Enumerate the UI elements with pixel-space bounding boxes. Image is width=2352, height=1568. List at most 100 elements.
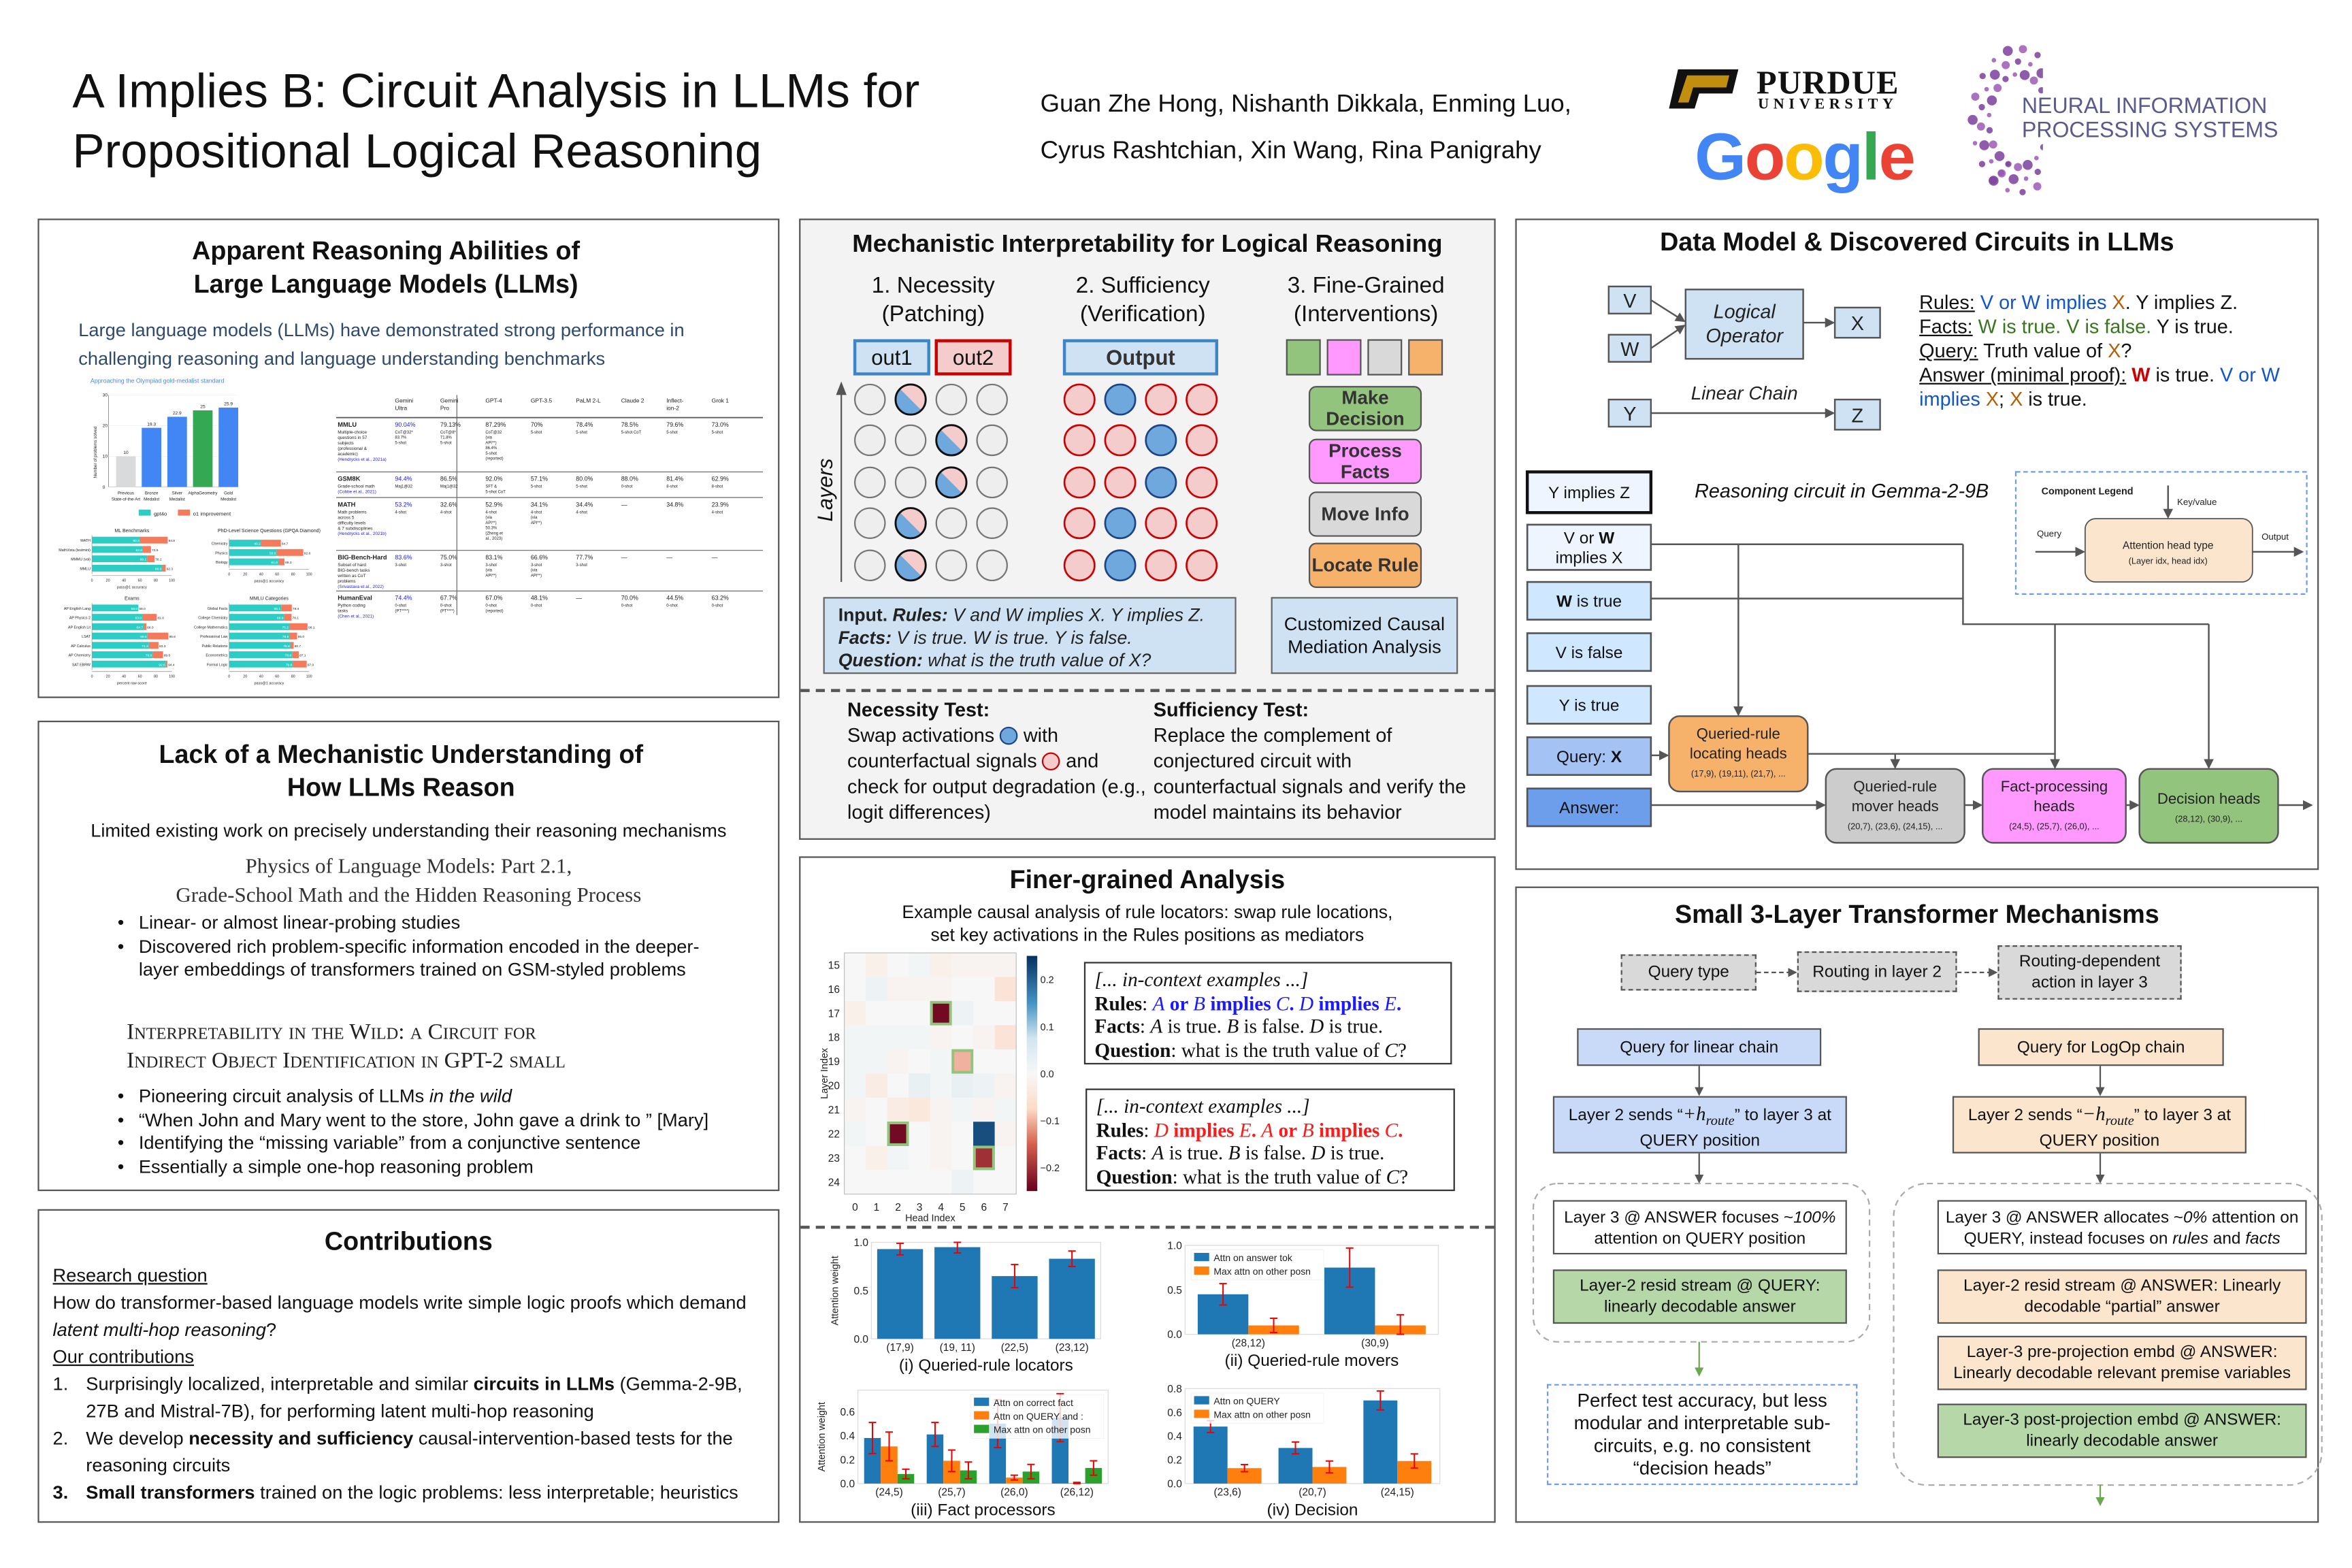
panel-title: Mechanistic Interpretability for Logical…	[852, 230, 1443, 258]
heatmap-cell	[951, 1122, 974, 1147]
circuit-activation-icon	[1104, 383, 1137, 416]
hbar-base	[92, 660, 166, 668]
panel-lack-of-understanding: Lack of a Mechanistic Understanding of H…	[37, 720, 780, 1192]
x-tick-label: Previous	[118, 491, 134, 496]
heatmap-cell	[909, 977, 931, 1002]
input-box	[1526, 736, 1652, 777]
dot	[1979, 73, 1986, 80]
text-segment: V is false	[1556, 644, 1623, 662]
text-segment: implies	[1313, 1117, 1385, 1141]
heatmap-cell	[994, 1145, 1017, 1171]
counterfactual-activation-icon	[1104, 466, 1137, 499]
table-row-desc: difficulty levels	[338, 521, 365, 525]
table-cell-value: 66.6%	[531, 554, 548, 561]
half-fill	[896, 555, 921, 581]
table-cell-value: —	[576, 595, 582, 602]
activation-icon	[976, 383, 1008, 416]
item-number: 3.	[52, 1482, 69, 1503]
hbar-base-value: 64.7	[137, 625, 144, 630]
activation-icon	[894, 424, 927, 457]
hbar-label: Biology	[216, 561, 228, 565]
table-cell-value: 23.9%	[712, 501, 729, 508]
y-tick-label: 18	[828, 1032, 840, 1044]
flow-routing-action-layer-3: Routing-dependent action in layer 3	[1997, 945, 2182, 1000]
hbar-label: Global Facts	[208, 607, 228, 611]
text-segment: E	[1384, 991, 1396, 1014]
colorbar-tick-label: 0.2	[1041, 975, 1054, 986]
example-line: Question: what is the truth value of C?	[1094, 1038, 1450, 1061]
colorbar-tick-label: 0.1	[1041, 1022, 1054, 1033]
table-cell-note: 5-shot CoT	[485, 490, 506, 494]
y-tick-label: 0	[103, 485, 105, 490]
text-segment: E	[1239, 1117, 1252, 1141]
text-segment: A	[1152, 991, 1165, 1014]
heatmap-cell	[909, 1001, 931, 1026]
patched-activation-icon	[894, 507, 927, 540]
text-segment: W is true. V is false.	[1978, 315, 2152, 338]
table-cell-note: API**)	[531, 521, 542, 525]
text-segment: facts	[2245, 1230, 2281, 1249]
bar	[1049, 1258, 1095, 1339]
x-tick-label: 100	[306, 675, 312, 679]
y-tick-label: 23	[828, 1153, 840, 1164]
hbar-base	[229, 623, 290, 630]
text-segment: implies	[1168, 1117, 1239, 1141]
text-segment: X	[2010, 387, 2023, 410]
x-tick-label: 0	[91, 675, 93, 679]
text: Layer 2 sends “	[1967, 1107, 2082, 1125]
text-segment: Query:	[1556, 748, 1611, 766]
hbar-label: MMLU	[80, 567, 91, 571]
chart-caption: (iv) Decision	[1267, 1501, 1358, 1519]
table-cell-note: 5-shot	[576, 431, 587, 435]
text-segment: How do transformer-based language models…	[52, 1292, 747, 1313]
heatmap-cell	[866, 977, 888, 1002]
text-segment: or	[1164, 991, 1194, 1014]
text-segment: :	[1141, 1141, 1152, 1164]
heatmap-cell	[973, 1001, 996, 1026]
bar-value-label: 10	[123, 451, 129, 455]
item-number: 1.	[52, 1373, 69, 1395]
x-tick-label: (24,15)	[1381, 1487, 1414, 1499]
dot	[2033, 182, 2042, 191]
research-question-label: Research question	[52, 1264, 208, 1286]
heatmap-cell	[887, 1145, 909, 1171]
hbar-base-value: 68.9	[277, 617, 284, 621]
purdue-p-icon	[1669, 69, 1739, 109]
heatmap-cell	[951, 977, 974, 1002]
counterfactual-activation-icon	[1063, 466, 1096, 499]
section-divider	[800, 689, 1494, 692]
legend-label: Attn on QUERY	[1213, 1396, 1279, 1407]
hbar-total-value: 92.3	[167, 567, 174, 571]
dot	[2014, 163, 2023, 172]
dot	[2038, 87, 2043, 94]
hbar-label: AP Calculus	[71, 644, 91, 649]
text-segment: is true.	[2150, 363, 2220, 387]
x-tick-label: 100	[169, 579, 175, 583]
table-cell-note: 5-shot CoT	[621, 431, 642, 435]
hbar-total-value: 69.2	[285, 561, 292, 565]
y-tick-label: 19	[828, 1056, 840, 1068]
text-segment: X	[1611, 748, 1622, 766]
y-tick-label: 20	[103, 424, 108, 429]
table-cell-value: 77.7%	[576, 554, 593, 561]
text-segment: Y is true	[1559, 697, 1620, 715]
text-segment: causal-intervention-based tests for the …	[86, 1427, 733, 1476]
y-tick-label: 0.5	[853, 1286, 868, 1297]
box-rect	[1607, 398, 1652, 428]
dot	[1989, 69, 2000, 80]
head-type-label: heads	[2034, 798, 2074, 815]
heatmap-cell	[909, 1170, 931, 1195]
chart-caption: (i) Queried-rule locators	[899, 1356, 1073, 1375]
paper-title-line: Indirect Object Identification in GPT-2 …	[127, 1049, 566, 1074]
bullet-item: Discovered rich problem-specific informa…	[114, 936, 732, 983]
neurips-line-1: NEURAL INFORMATION	[2021, 95, 2268, 120]
activation-icon	[854, 424, 886, 457]
text-segment: A	[1261, 1117, 1274, 1141]
dot	[2029, 76, 2038, 85]
circuit-activation-icon	[1104, 549, 1137, 582]
x-tick-label: 6	[981, 1202, 987, 1213]
table-cell-note: 0-shot	[621, 485, 633, 489]
hbar-label: AP Physics 2	[69, 617, 91, 621]
text-segment: Facts	[1096, 1141, 1142, 1164]
highlighted-head	[930, 1000, 952, 1026]
